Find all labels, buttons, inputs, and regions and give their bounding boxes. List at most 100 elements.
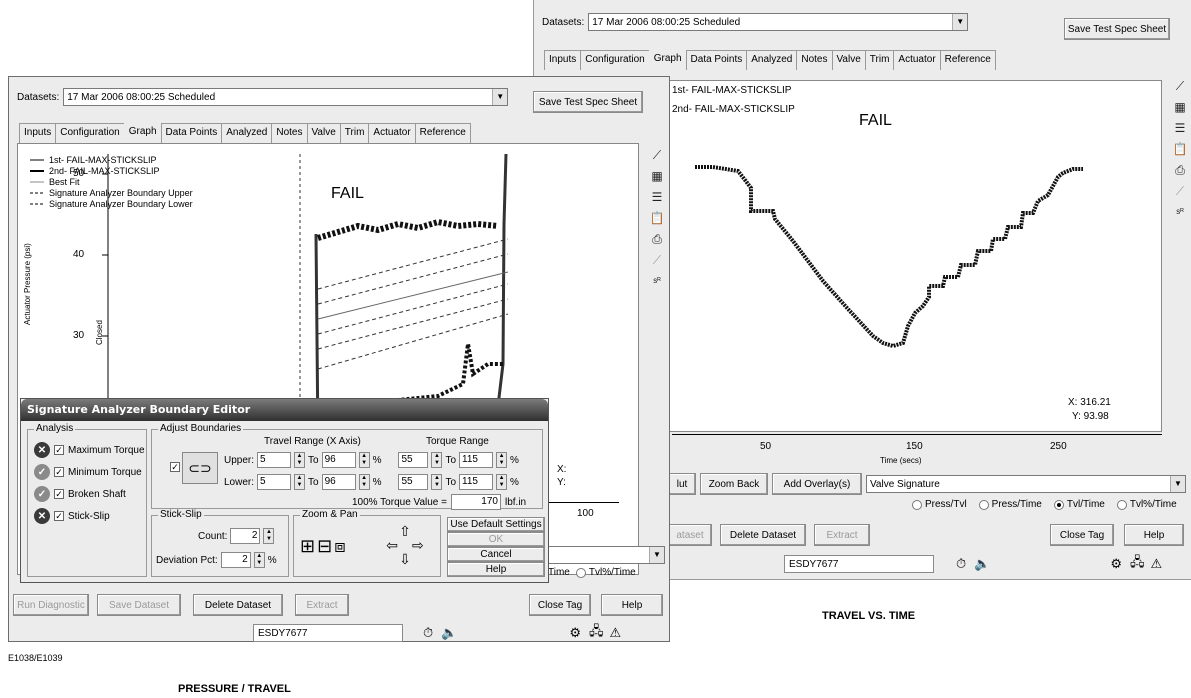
tab-actuator[interactable]: Actuator — [893, 50, 941, 70]
spinner-icon[interactable]: ▲ ▼ — [253, 552, 265, 568]
spinner-icon[interactable]: ▲ ▼ — [294, 452, 306, 468]
lower-torque-to[interactable]: 115 — [459, 474, 494, 490]
lower-row: Lower: 5 ▲ ▼ To 96 ▲ ▼ % 55 ▲ ▼ To 115 ▲ ▼ % — [224, 474, 519, 490]
save-dataset-button[interactable]: Save Dataset — [97, 594, 181, 616]
cancel-button[interactable]: Cancel — [447, 547, 545, 562]
pan-left-icon[interactable]: ⇦ — [386, 537, 398, 553]
upper-travel-to[interactable]: 96 — [321, 452, 356, 468]
upper-torque-to[interactable]: 115 — [459, 452, 494, 468]
torque-value-input[interactable]: 170 — [450, 494, 501, 510]
lower-travel-to[interactable]: 96 — [321, 474, 356, 490]
radio-press-tvl[interactable]: Press/Tvl — [912, 499, 967, 510]
signature-icon[interactable]: sᴿ — [1176, 207, 1184, 216]
analysis-checkbox[interactable]: ✓ — [54, 511, 64, 521]
tab-inputs[interactable]: Inputs — [19, 123, 57, 143]
tab-analyzed[interactable]: Analyzed — [746, 50, 798, 70]
pan-down-icon[interactable]: ⇩ — [399, 551, 411, 567]
analysis-checkbox[interactable]: ✓ — [54, 489, 64, 499]
zoom-back-button[interactable]: Zoom Back — [700, 473, 768, 495]
deviation-input[interactable]: 2 — [220, 552, 251, 568]
save-dataset-button[interactable]: ataset — [668, 524, 712, 546]
spinner-icon[interactable]: ▲ ▼ — [263, 528, 275, 544]
radio-press-time[interactable]: Press/Time — [978, 499, 1042, 510]
hart-icon: ⚠ — [609, 625, 622, 640]
zoom-in-icon[interactable]: ⊞ — [300, 536, 318, 556]
tab-graph[interactable]: Graph — [648, 50, 687, 70]
help-button[interactable]: Help — [1124, 524, 1184, 546]
overlay-select[interactable]: Valve Signature ▼ — [866, 475, 1186, 493]
pan-up-icon[interactable]: ⇧ — [399, 523, 411, 539]
tab-valve[interactable]: Valve — [831, 50, 866, 70]
zoom-out-icon[interactable]: ⊟ — [317, 536, 335, 556]
grid-icon[interactable]: ▦ — [1174, 100, 1186, 114]
tab-data-points[interactable]: Data Points — [160, 123, 223, 143]
extract-button[interactable]: Extract — [295, 594, 349, 616]
overlay-icon[interactable]: ⟋ — [1175, 184, 1185, 198]
analysis-checkbox[interactable]: ✓ — [54, 445, 64, 455]
tab-actuator[interactable]: Actuator — [368, 123, 416, 143]
count-input[interactable]: 2 — [230, 528, 261, 544]
run-diagnostic-button[interactable]: Run Diagnostic — [13, 594, 89, 616]
analysis-checkbox[interactable]: ✓ — [54, 467, 64, 477]
spinner-icon[interactable]: ▲ ▼ — [496, 452, 508, 468]
save-test-spec-button[interactable]: Save Test Spec Sheet — [1064, 18, 1170, 40]
tab-inputs[interactable]: Inputs — [544, 50, 582, 70]
tab-reference[interactable]: Reference — [939, 50, 996, 70]
close-tag-button[interactable]: Close Tag — [529, 594, 591, 616]
ok-button[interactable]: OK — [447, 532, 545, 547]
caption-travel-time: TRAVEL VS. TIME — [822, 610, 916, 622]
tab-data-points[interactable]: Data Points — [685, 50, 748, 70]
tab-configuration[interactable]: Configuration — [55, 123, 125, 143]
dialog-help-button[interactable]: Help — [447, 562, 545, 577]
boundary-enable-checkbox[interactable]: ✓ — [170, 462, 180, 472]
clipboard-icon[interactable]: 📋 — [649, 211, 665, 225]
radio-tvl-pct-time[interactable]: Tvl%/Time — [575, 567, 636, 578]
tab-configuration[interactable]: Configuration — [580, 50, 650, 70]
delete-dataset-button[interactable]: Delete Dataset — [193, 594, 283, 616]
zoom-out-button[interactable]: lut — [668, 473, 696, 495]
dataset-select[interactable]: 17 Mar 2006 08:00:25 Scheduled ▼ — [588, 13, 969, 31]
lower-travel-from[interactable]: 5 — [257, 474, 292, 490]
tab-notes[interactable]: Notes — [271, 123, 308, 143]
print-icon[interactable]: ⎙ — [652, 232, 662, 246]
overlay-select[interactable]: ▼ — [543, 546, 665, 564]
line-chart-icon[interactable]: ⟋ — [1175, 79, 1185, 93]
spinner-icon[interactable]: ▲ ▼ — [294, 474, 306, 490]
legend-icon[interactable]: ☰ — [1174, 121, 1186, 135]
lower-torque-from[interactable]: 55 — [398, 474, 429, 490]
tab-graph[interactable]: Graph — [123, 123, 162, 143]
zoom-fit-icon[interactable]: ⧈ — [334, 536, 348, 556]
add-overlay-button[interactable]: Add Overlay(s) — [772, 473, 862, 495]
save-test-spec-button[interactable]: Save Test Spec Sheet — [533, 91, 643, 113]
radio-tvl-time[interactable]: Tvl%/Time — [1116, 499, 1177, 510]
use-default-settings-button[interactable]: Use Default Settings — [447, 517, 545, 532]
tab-trim[interactable]: Trim — [864, 50, 895, 70]
tab-valve[interactable]: Valve — [306, 123, 341, 143]
clipboard-icon[interactable]: 📋 — [1172, 142, 1188, 156]
print-icon[interactable]: ⎙ — [1175, 163, 1185, 177]
tab-reference[interactable]: Reference — [414, 123, 471, 143]
line-chart-icon[interactable]: ⟋ — [652, 148, 662, 162]
overlay-icon[interactable]: ⟋ — [652, 253, 662, 267]
tab-notes[interactable]: Notes — [796, 50, 833, 70]
pass-icon: ✓ — [34, 464, 50, 480]
spinner-icon[interactable]: ▲ ▼ — [431, 452, 443, 468]
upper-travel-from[interactable]: 5 — [257, 452, 292, 468]
help-button[interactable]: Help — [601, 594, 663, 616]
radio-tvl-time[interactable]: Tvl/Time — [1053, 499, 1105, 510]
legend-icon[interactable]: ☰ — [651, 190, 663, 204]
close-tag-button[interactable]: Close Tag — [1050, 524, 1114, 546]
grid-icon[interactable]: ▦ — [651, 169, 663, 183]
tab-analyzed[interactable]: Analyzed — [221, 123, 273, 143]
spinner-icon[interactable]: ▲ ▼ — [431, 474, 443, 490]
signature-icon[interactable]: sᴿ — [653, 276, 661, 285]
extract-button[interactable]: Extract — [814, 524, 870, 546]
dataset-select[interactable]: 17 Mar 2006 08:00:25 Scheduled ▼ — [63, 88, 509, 106]
tab-trim[interactable]: Trim — [339, 123, 370, 143]
spinner-icon[interactable]: ▲ ▼ — [358, 452, 370, 468]
upper-torque-from[interactable]: 55 — [398, 452, 429, 468]
delete-dataset-button[interactable]: Delete Dataset — [720, 524, 806, 546]
pan-right-icon[interactable]: ⇨ — [412, 537, 424, 553]
spinner-icon[interactable]: ▲ ▼ — [358, 474, 370, 490]
spinner-icon[interactable]: ▲ ▼ — [496, 474, 508, 490]
